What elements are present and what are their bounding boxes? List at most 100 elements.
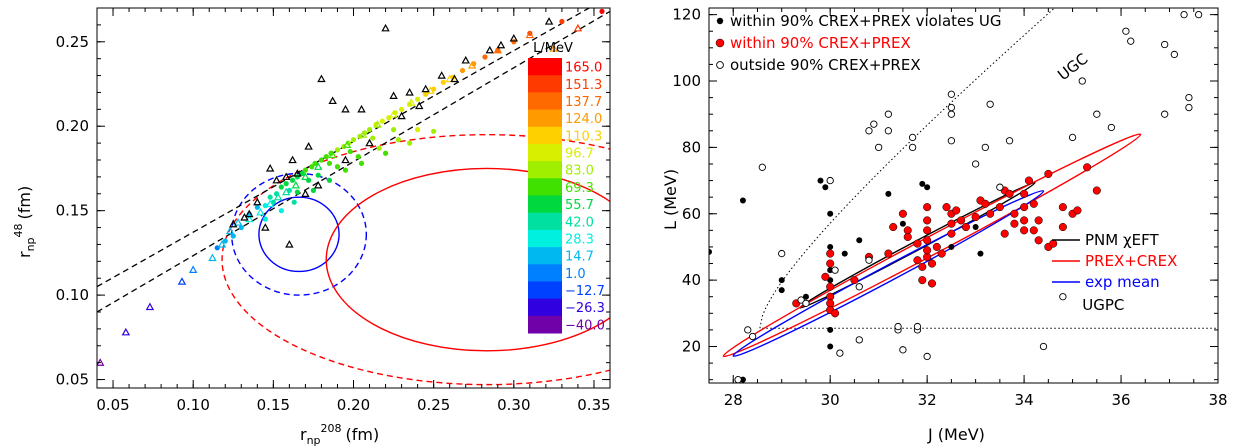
right-point-open-black <box>948 138 954 144</box>
legend-marker <box>717 18 723 24</box>
left-y-axis-label-main: rnp48(fm) <box>12 186 37 258</box>
right-point-filled-red <box>923 217 931 225</box>
colorbar-swatch <box>528 264 562 282</box>
left-triangle-point <box>286 241 292 247</box>
right-point-open-black <box>745 327 751 333</box>
legend-line-label: exp mean <box>1085 273 1160 291</box>
right-point-filled-red <box>918 263 926 271</box>
right-point-filled-red <box>1045 170 1053 178</box>
right-point-open-black <box>832 267 838 273</box>
colorbar-label: 110.3 <box>565 129 602 144</box>
left-y-tick-label: 0.25 <box>56 33 89 51</box>
right-chart: UGCUGPC 28 30 32 34 36 38 20406080100120 with… <box>661 0 1228 444</box>
right-point-filled-black <box>900 221 906 227</box>
left-x-tick-label: 0.05 <box>96 396 129 414</box>
left-circle-point <box>316 173 321 178</box>
right-point-filled-red <box>1093 187 1101 195</box>
right-point-filled-black <box>822 184 828 190</box>
legend-label: within 90% CREX+PREX <box>730 34 911 52</box>
left-circle-point <box>441 80 446 85</box>
ugpc-annotation: UGPC <box>1082 296 1124 314</box>
colorbar-swatch <box>528 230 562 248</box>
left-triangle-point <box>289 157 295 163</box>
left-y-axis: 0.050.100.150.200.25 <box>56 25 610 389</box>
left-circle-point <box>511 39 516 44</box>
colorbar-swatch <box>528 213 562 231</box>
colorbar-label: 83.0 <box>565 164 594 179</box>
right-point-open-black <box>1094 111 1100 117</box>
colorbar-swatch <box>528 247 562 265</box>
right-point-filled-black <box>977 251 983 257</box>
right-y-tick-label: 80 <box>682 138 701 156</box>
right-point-open-black <box>856 337 862 343</box>
legend-label: outside 90% CREX+PREX <box>730 56 921 74</box>
right-point-filled-red <box>914 240 922 248</box>
right-point-filled-black <box>827 211 833 217</box>
right-x-tick-label: 38 <box>1208 391 1227 409</box>
left-circle-point <box>359 161 364 166</box>
right-point-filled-red <box>826 260 834 268</box>
right-point-filled-red <box>943 203 951 211</box>
right-point-open-black <box>1060 294 1066 300</box>
colorbar-label: −40.0 <box>565 318 605 333</box>
right-y-tick-label: 100 <box>672 72 701 90</box>
right-point-filled-black <box>973 224 979 230</box>
right-point-filled-red <box>904 233 912 241</box>
colorbar-label: 69.3 <box>565 181 594 196</box>
right-point-filled-red <box>1006 190 1014 198</box>
right-point-filled-black <box>827 327 833 333</box>
right-point-filled-red <box>938 250 946 258</box>
colorbar-label: 96.7 <box>565 147 594 162</box>
right-y-tick-label: 20 <box>682 337 701 355</box>
colorbar-label: 14.7 <box>565 250 594 265</box>
left-circle-point <box>327 178 332 183</box>
right-point-open-black <box>871 121 877 127</box>
right-point-open-black <box>837 350 843 356</box>
right-point-filled-red <box>889 223 897 231</box>
right-point-filled-red <box>1074 207 1082 215</box>
left-circle-point <box>482 54 487 59</box>
right-point-open-black <box>982 144 988 150</box>
right-point-open-black <box>900 347 906 353</box>
left-triangle-point <box>342 157 348 163</box>
right-x-tick-label: 28 <box>724 391 743 409</box>
right-point-filled-red <box>899 210 907 218</box>
legend-marker <box>717 62 724 69</box>
left-circle-point <box>268 195 273 200</box>
left-circle-point <box>290 178 295 183</box>
right-point-filled-red <box>952 207 960 215</box>
right-point-filled-red <box>948 220 956 228</box>
right-point-filled-red <box>928 280 936 288</box>
left-circle-point <box>356 154 361 159</box>
right-point-open-black <box>749 333 755 339</box>
right-point-open-black <box>1040 343 1046 349</box>
colorbar-swatch <box>528 75 562 93</box>
right-point-open-black <box>1171 51 1177 57</box>
colorbar-swatch <box>528 316 562 334</box>
right-point-open-black <box>875 144 881 150</box>
right-point-filled-red <box>982 200 990 208</box>
right-point-open-black <box>866 257 872 263</box>
left-circle-point <box>391 127 396 132</box>
right-point-open-black <box>924 353 930 359</box>
right-point-filled-red <box>923 227 931 235</box>
left-circle-point <box>319 157 324 162</box>
left-y-tick-label: 0.10 <box>56 286 89 304</box>
colorbar: 165.0151.3137.7124.0110.396.783.069.355.… <box>528 41 605 334</box>
right-point-filled-red <box>928 260 936 268</box>
left-triangle-point <box>267 165 273 171</box>
right-point-filled-red <box>826 250 834 258</box>
left-triangle-point <box>273 177 279 183</box>
left-circle-point <box>399 107 404 112</box>
right-point-open-black <box>895 323 901 329</box>
colorbar-label: 165.0 <box>565 61 602 76</box>
left-triangle-point <box>422 86 428 92</box>
right-point-filled-red <box>923 203 931 211</box>
colorbar-swatch <box>528 161 562 179</box>
right-point-filled-red <box>822 273 830 281</box>
left-triangle-point <box>257 209 263 215</box>
right-point-filled-red <box>1011 220 1019 228</box>
right-point-filled-red <box>933 243 941 251</box>
right-point-filled-red <box>957 217 965 225</box>
